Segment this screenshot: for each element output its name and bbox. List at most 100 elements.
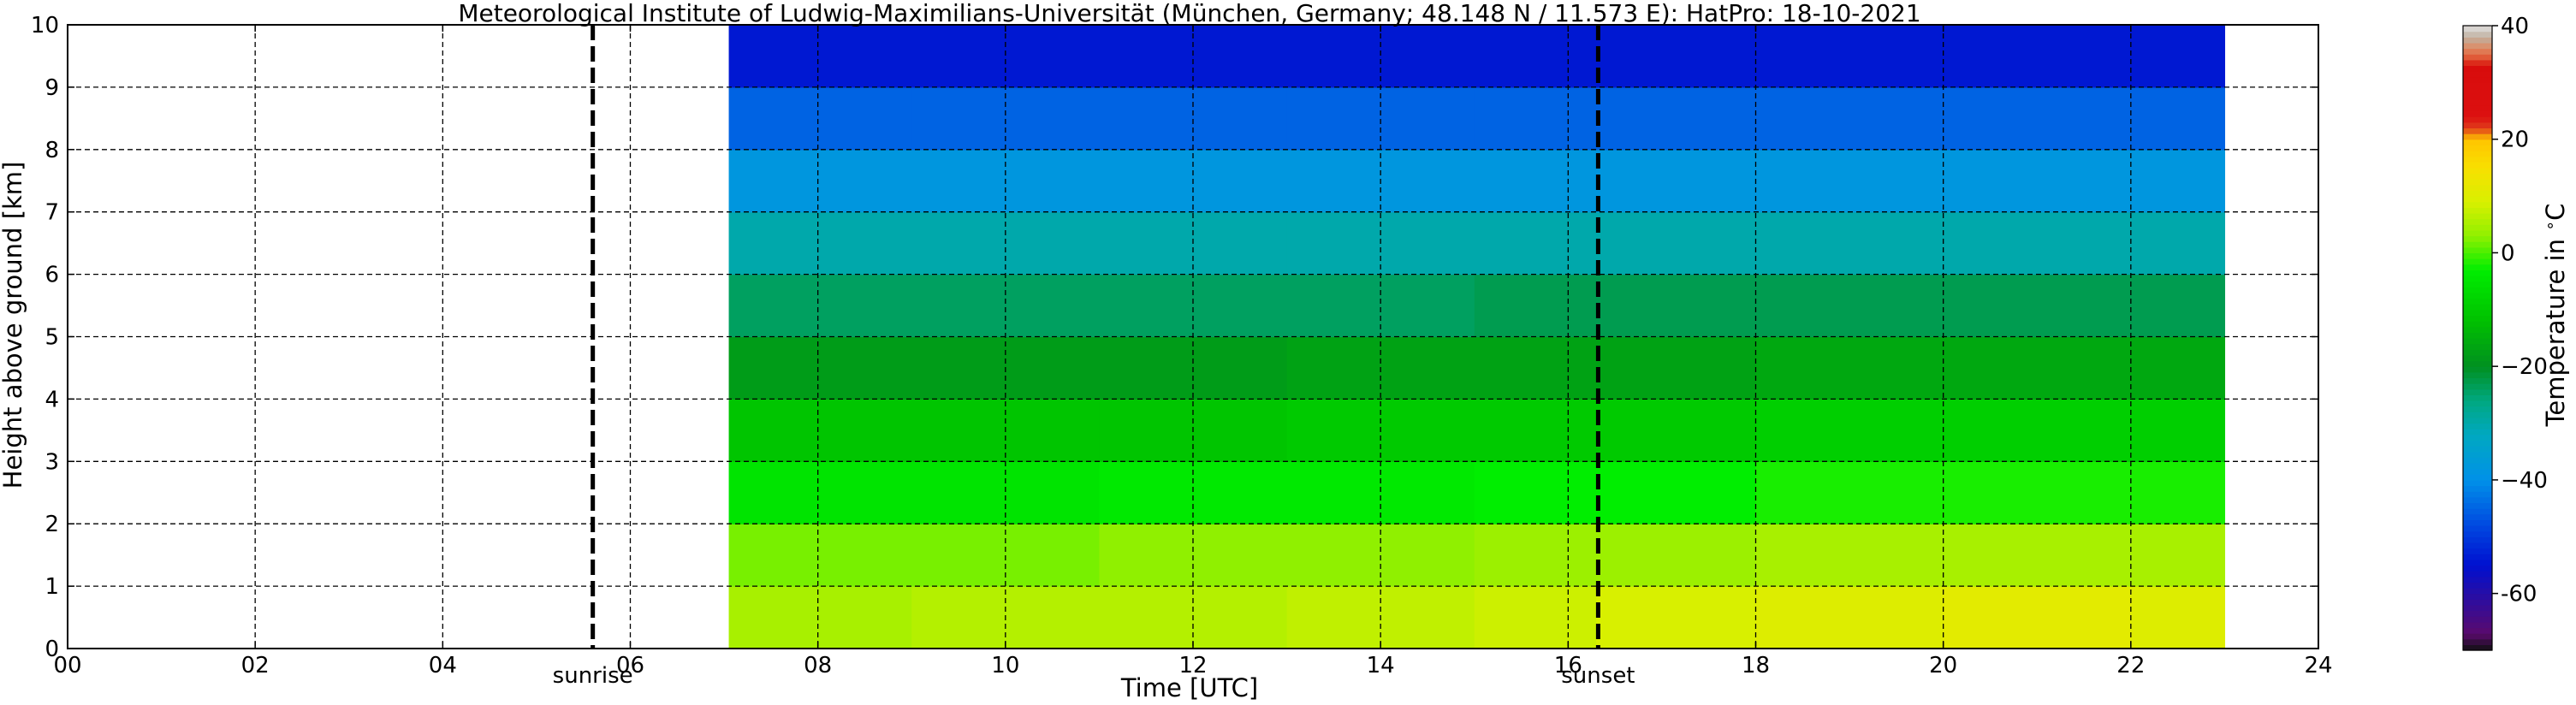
grid-lines bbox=[68, 25, 2318, 649]
heatmap-cell bbox=[1474, 336, 1597, 400]
x-tick-label: 08 bbox=[804, 653, 832, 678]
colorbar-segment bbox=[2463, 616, 2492, 623]
colorbar-segment bbox=[2463, 304, 2492, 311]
colorbar-segment bbox=[2463, 252, 2492, 259]
heatmap-cell bbox=[728, 586, 912, 649]
colorbar-segment bbox=[2463, 588, 2492, 595]
colorbar-segment bbox=[2463, 394, 2492, 401]
colorbar-segment bbox=[2463, 457, 2492, 464]
x-tick-label: 16 bbox=[1554, 653, 1582, 678]
heatmap-cell bbox=[1755, 461, 1944, 524]
colorbar-segment bbox=[2463, 207, 2492, 214]
colorbar-segment bbox=[2463, 179, 2492, 186]
heatmap-cell bbox=[1474, 274, 1597, 338]
heatmap-cell bbox=[1474, 399, 1597, 462]
colorbar-segment bbox=[2463, 110, 2492, 117]
heatmap-cell bbox=[1596, 336, 1757, 400]
colorbar-segment bbox=[2463, 576, 2492, 583]
colorbar-segment bbox=[2463, 59, 2492, 67]
colorbar-segment bbox=[2463, 536, 2492, 543]
heatmap-cell bbox=[1755, 25, 1944, 88]
heatmap-cell bbox=[1755, 336, 1944, 400]
colorbar-label: Temperature in ∘C bbox=[2541, 204, 2570, 428]
event-markers: sunrise sunset bbox=[553, 25, 1635, 689]
x-axis-label: Time [UTC] bbox=[1120, 673, 1258, 702]
heatmap-cell bbox=[728, 149, 912, 213]
heatmap-cell bbox=[1474, 25, 1597, 88]
colorbar-label-text: Temperature in bbox=[2541, 231, 2570, 428]
y-tick-label: 2 bbox=[45, 512, 59, 537]
colorbar-segment bbox=[2463, 246, 2492, 254]
colorbar-segment bbox=[2463, 400, 2492, 407]
heatmap-cell bbox=[2130, 399, 2226, 462]
y-tick-label: 9 bbox=[45, 75, 59, 101]
colorbar-segment bbox=[2463, 235, 2492, 242]
colorbar-label-degree: ∘ bbox=[2541, 221, 2560, 231]
colorbar-ticks: -60 −40 −20 0 20 40 bbox=[2492, 14, 2548, 607]
colorbar-segment bbox=[2463, 519, 2492, 526]
colorbar-segment bbox=[2463, 593, 2492, 600]
colorbar-segment bbox=[2463, 383, 2492, 390]
colorbar-segment bbox=[2463, 463, 2492, 470]
colorbar-segment bbox=[2463, 326, 2492, 333]
colorbar-segment bbox=[2463, 26, 2492, 33]
heatmap-cell bbox=[1474, 86, 1597, 151]
colorbar-segment bbox=[2463, 76, 2492, 83]
heatmap-cell bbox=[1474, 586, 1597, 649]
colorbar-segment bbox=[2463, 417, 2492, 424]
heatmap-cell bbox=[1474, 149, 1597, 213]
colorbar-segment bbox=[2463, 264, 2492, 270]
colorbar-tick-label: 0 bbox=[2501, 240, 2515, 266]
heatmap-cell bbox=[728, 25, 912, 88]
colorbar-label-unit: C bbox=[2541, 204, 2570, 221]
colorbar-segment bbox=[2463, 298, 2492, 305]
x-tick-label: 22 bbox=[2116, 653, 2145, 678]
colorbar-segment bbox=[2463, 121, 2492, 129]
heatmap-cell bbox=[1596, 211, 1757, 275]
colorbar-segment bbox=[2463, 37, 2492, 44]
heatmap-cell bbox=[2130, 86, 2226, 151]
heatmap-cell bbox=[1596, 524, 1757, 587]
colorbar-segment bbox=[2463, 571, 2492, 578]
colorbar-segment bbox=[2463, 502, 2492, 509]
colorbar-segment bbox=[2463, 479, 2492, 487]
colorbar-segment bbox=[2463, 451, 2492, 458]
colorbar-segment bbox=[2463, 82, 2492, 89]
colorbar-tick-label: −40 bbox=[2501, 468, 2548, 494]
heatmap-cell bbox=[1596, 149, 1757, 213]
colorbar-segment bbox=[2463, 173, 2492, 180]
heatmap-cell bbox=[1943, 336, 2132, 400]
colorbar-segment bbox=[2463, 412, 2492, 418]
colorbar-segment bbox=[2463, 218, 2492, 225]
colorbar-segment bbox=[2463, 440, 2492, 447]
colorbar-tick-label: 40 bbox=[2501, 14, 2529, 39]
x-tick-label: 12 bbox=[1178, 653, 1207, 678]
colorbar-segment bbox=[2463, 559, 2492, 566]
colorbar-segment bbox=[2463, 71, 2492, 78]
chart-title: Meteorological Institute of Ludwig-Maxim… bbox=[458, 0, 1920, 27]
colorbar-segment bbox=[2463, 434, 2492, 441]
colorbar-segment bbox=[2463, 388, 2492, 395]
colorbar-segment bbox=[2463, 213, 2492, 220]
colorbar-segment bbox=[2463, 638, 2492, 645]
colorbar-segment bbox=[2463, 156, 2492, 163]
colorbar-segment bbox=[2463, 627, 2492, 634]
colorbar-segment bbox=[2463, 127, 2492, 134]
colorbar-tick-label: 20 bbox=[2501, 127, 2529, 153]
colorbar-segment bbox=[2463, 184, 2492, 192]
y-tick-label: 3 bbox=[45, 449, 59, 475]
colorbar-segment bbox=[2463, 338, 2492, 345]
colorbar-segment bbox=[2463, 354, 2492, 362]
heatmap-cell bbox=[2130, 274, 2226, 338]
heatmap-cell bbox=[728, 399, 912, 462]
colorbar-segment bbox=[2463, 548, 2492, 554]
heatmap-cell bbox=[1596, 461, 1757, 524]
colorbar-segment bbox=[2463, 196, 2492, 203]
colorbar-segment bbox=[2463, 429, 2492, 435]
heatmap-cell bbox=[1755, 586, 1944, 649]
colorbar-segment bbox=[2463, 525, 2492, 532]
colorbar-segment bbox=[2463, 99, 2492, 106]
colorbar-segment bbox=[2463, 48, 2492, 55]
heatmap-cell bbox=[2130, 524, 2226, 587]
x-tick-label: 20 bbox=[1929, 653, 1957, 678]
